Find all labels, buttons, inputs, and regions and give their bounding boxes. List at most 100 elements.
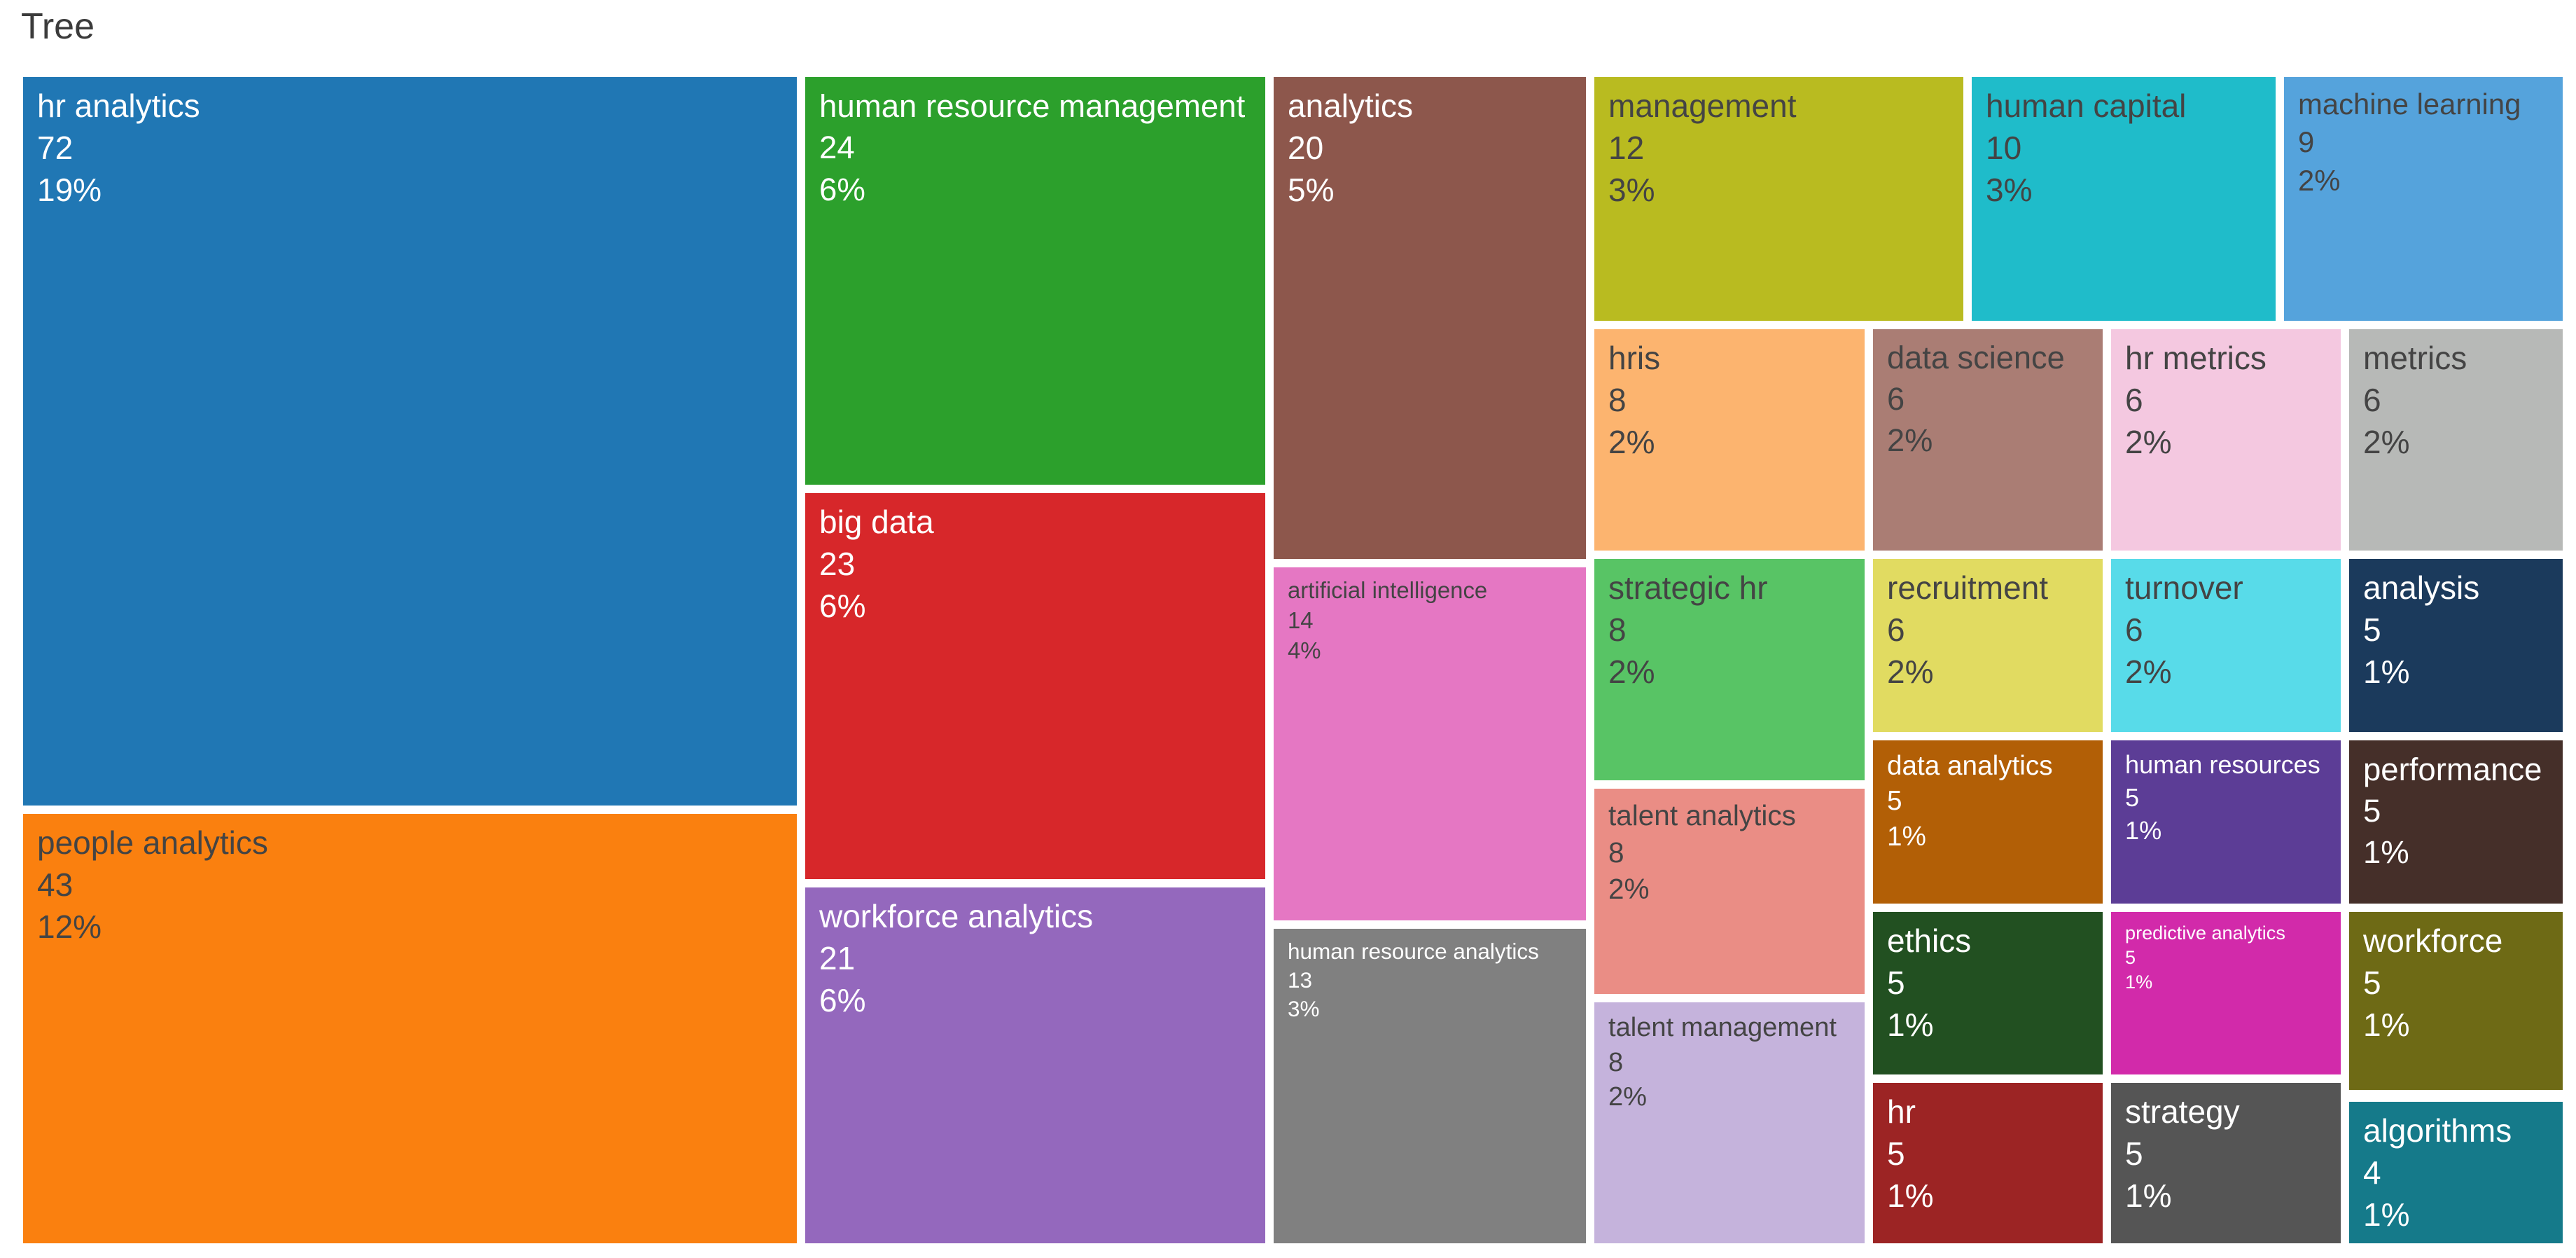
treemap-tile-ethics[interactable]: ethics 5 1% xyxy=(1873,912,2103,1074)
tile-percent: 3% xyxy=(1608,171,1655,208)
tile-value: 12 xyxy=(1608,129,1645,166)
tile-value: 13 xyxy=(1288,967,1313,993)
tile-percent: 1% xyxy=(2363,653,2410,690)
tile-percent: 3% xyxy=(1288,995,1320,1021)
tile-value: 5 xyxy=(1887,964,1905,1001)
treemap-tile-hr[interactable]: hr 5 1% xyxy=(1873,1083,2103,1243)
tile-label: workforce xyxy=(2363,922,2503,959)
tile-value: 6 xyxy=(2125,381,2143,418)
tile-label: hris xyxy=(1608,340,1661,376)
treemap-tile-data-analytics[interactable]: data analytics 5 1% xyxy=(1873,740,2103,904)
treemap-tile-human-resources[interactable]: human resources 5 1% xyxy=(2111,740,2341,904)
treemap-tile-machine-learning[interactable]: machine learning 9 2% xyxy=(2284,77,2563,321)
tile-value: 23 xyxy=(819,545,856,582)
tile-label: talent analytics xyxy=(1608,799,1796,831)
treemap-tile-big-data[interactable]: big data 23 6% xyxy=(805,493,1265,879)
tile-percent: 1% xyxy=(2363,1006,2410,1043)
tile-percent: 1% xyxy=(1887,1177,1934,1214)
tile-label: ethics xyxy=(1887,922,1972,959)
tile-label: hr xyxy=(1887,1093,1916,1130)
tile-label: people analytics xyxy=(37,824,268,861)
tile-percent: 2% xyxy=(1887,422,1933,458)
tile-value: 8 xyxy=(1608,381,1627,418)
tile-label: turnover xyxy=(2125,569,2243,606)
tile-label: analysis xyxy=(2363,569,2480,606)
tile-value: 14 xyxy=(1288,607,1314,633)
tile-percent: 2% xyxy=(2125,423,2172,460)
treemap-tile-hr-analytics[interactable]: hr analytics 72 19% xyxy=(23,77,797,806)
tile-percent: 12% xyxy=(37,908,102,945)
tile-percent: 2% xyxy=(2125,653,2172,690)
tile-label: hr analytics xyxy=(37,88,200,124)
treemap-tile-human-resource-management[interactable]: human resource management 24 6% xyxy=(805,77,1265,485)
treemap-tile-performance[interactable]: performance 5 1% xyxy=(2349,740,2563,904)
tile-label: big data xyxy=(819,504,934,540)
tile-label: human resources xyxy=(2125,750,2320,779)
tile-value: 8 xyxy=(1608,1047,1624,1077)
treemap-tile-management[interactable]: management 12 3% xyxy=(1594,77,1963,321)
treemap-tile-data-science[interactable]: data science 6 2% xyxy=(1873,329,2103,551)
tile-value: 8 xyxy=(1608,611,1627,648)
tile-label: algorithms xyxy=(2363,1112,2512,1149)
tile-label: workforce analytics xyxy=(819,898,1094,934)
tile-label: management xyxy=(1608,88,1797,124)
tile-label: metrics xyxy=(2363,340,2467,376)
tile-percent: 2% xyxy=(1608,423,1655,460)
treemap-tile-human-resource-analytics[interactable]: human resource analytics 13 3% xyxy=(1274,929,1586,1243)
tile-value: 20 xyxy=(1288,129,1324,166)
tile-percent: 6% xyxy=(819,981,866,1018)
tile-percent: 1% xyxy=(2125,815,2162,845)
tile-percent: 19% xyxy=(37,171,102,208)
tile-value: 10 xyxy=(1986,129,2022,166)
tile-value: 5 xyxy=(2363,964,2381,1001)
tile-label: human resource management xyxy=(819,88,1246,124)
treemap-tile-human-capital[interactable]: human capital 10 3% xyxy=(1972,77,2276,321)
tile-label: predictive analytics xyxy=(2125,922,2285,944)
treemap-tile-people-analytics[interactable]: people analytics 43 12% xyxy=(23,814,797,1243)
treemap-tile-talent-analytics[interactable]: talent analytics 8 2% xyxy=(1594,789,1865,994)
treemap-tile-analysis[interactable]: analysis 5 1% xyxy=(2349,559,2563,732)
tile-percent: 2% xyxy=(1608,1082,1648,1112)
treemap-tile-strategic-hr[interactable]: strategic hr 8 2% xyxy=(1594,559,1865,780)
treemap-tile-hris[interactable]: hris 8 2% xyxy=(1594,329,1865,551)
treemap-tile-turnover[interactable]: turnover 6 2% xyxy=(2111,559,2341,732)
treemap-tile-workforce-analytics[interactable]: workforce analytics 21 6% xyxy=(805,887,1265,1243)
tile-value: 6 xyxy=(2125,611,2143,648)
tile-percent: 1% xyxy=(1887,1006,1934,1043)
tile-label: data analytics xyxy=(1887,751,2053,781)
treemap-tile-recruitment[interactable]: recruitment 6 2% xyxy=(1873,559,2103,732)
treemap-tile-artificial-intelligence[interactable]: artificial intelligence 14 4% xyxy=(1274,567,1586,920)
tile-value: 5 xyxy=(2125,782,2140,812)
tile-percent: 6% xyxy=(819,587,866,624)
tile-label: artificial intelligence xyxy=(1288,577,1488,603)
tile-label: analytics xyxy=(1288,88,1413,124)
tile-value: 5 xyxy=(2363,793,2381,829)
tile-percent: 2% xyxy=(1608,653,1655,690)
tile-value: 5 xyxy=(1887,786,1902,817)
treemap-tile-predictive-analytics[interactable]: predictive analytics 5 1% xyxy=(2111,912,2341,1074)
tile-label: strategic hr xyxy=(1608,569,1768,606)
treemap-tile-strategy[interactable]: strategy 5 1% xyxy=(2111,1083,2341,1243)
tile-value: 5 xyxy=(2125,1135,2143,1172)
tile-label: hr metrics xyxy=(2125,340,2267,376)
tile-label: talent management xyxy=(1608,1013,1837,1042)
tile-value: 5 xyxy=(2363,611,2381,648)
tile-value: 21 xyxy=(819,939,856,976)
tile-label: data science xyxy=(1887,340,2065,375)
tile-value: 5 xyxy=(2125,946,2136,969)
tile-label: recruitment xyxy=(1887,569,2049,606)
tile-label: machine learning xyxy=(2298,88,2521,120)
tile-value: 6 xyxy=(1887,611,1905,648)
treemap-tile-metrics[interactable]: metrics 6 2% xyxy=(2349,329,2563,551)
tile-percent: 1% xyxy=(2363,834,2409,871)
treemap-tile-talent-management[interactable]: talent management 8 2% xyxy=(1594,1002,1865,1243)
tile-percent: 2% xyxy=(2363,423,2410,460)
treemap-tile-analytics[interactable]: analytics 20 5% xyxy=(1274,77,1586,559)
tile-label: human capital xyxy=(1986,88,2187,124)
tile-percent: 2% xyxy=(1887,653,1934,690)
treemap-tile-workforce[interactable]: workforce 5 1% xyxy=(2349,912,2563,1090)
treemap-tile-algorithms[interactable]: algorithms 4 1% xyxy=(2349,1102,2563,1243)
tile-label: strategy xyxy=(2125,1093,2240,1130)
tile-percent: 5% xyxy=(1288,171,1335,208)
treemap-tile-hr-metrics[interactable]: hr metrics 6 2% xyxy=(2111,329,2341,551)
